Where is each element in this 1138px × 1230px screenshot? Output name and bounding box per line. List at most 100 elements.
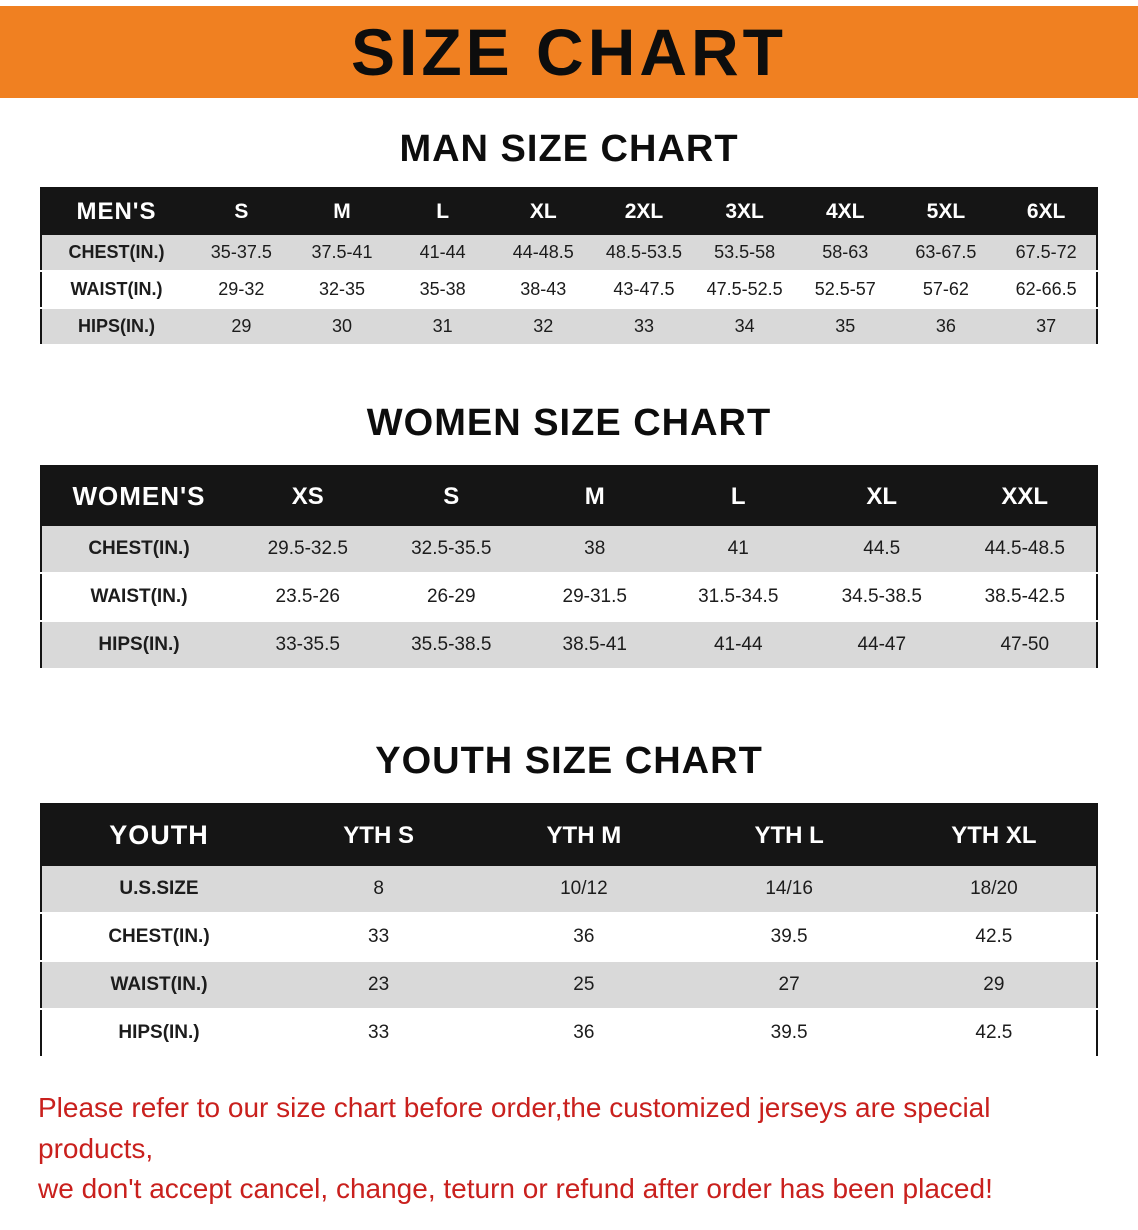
value-cell: 29.5-32.5: [236, 526, 380, 574]
size-header-cell: XS: [236, 466, 380, 526]
size-header-cell: 6XL: [996, 188, 1097, 235]
men-size-table: MEN'S S M L XL 2XL 3XL 4XL 5XL 6XL CHEST(IN.) 35-37…: [40, 187, 1098, 346]
row-label-cell: CHEST(IN.): [41, 913, 276, 962]
value-cell: 38: [523, 526, 667, 574]
value-cell: 18/20: [891, 866, 1097, 914]
table-row: CHEST(IN.) 29.5-32.5 32.5-35.5 38 41 44.5 44.5…: [41, 526, 1097, 574]
size-header-cell: S: [379, 466, 523, 526]
row-label-cell: CHEST(IN.): [41, 235, 191, 272]
row-label-cell: WAIST(IN.): [41, 961, 276, 1010]
value-cell: 32-35: [291, 271, 393, 309]
row-label-cell: WAIST(IN.): [41, 271, 191, 309]
size-header-cell: M: [523, 466, 667, 526]
table-row: CHEST(IN.) 35-37.5 37.5-41 41-44 44-48.5 48.5…: [41, 235, 1097, 272]
size-header-cell: 4XL: [794, 188, 896, 235]
value-cell: 42.5: [891, 913, 1097, 962]
table-header-row: YOUTH YTH S YTH M YTH L YTH XL: [41, 804, 1097, 866]
row-label-cell: WAIST(IN.): [41, 573, 236, 622]
value-cell: 35-38: [392, 271, 493, 309]
value-cell: 36: [895, 308, 997, 346]
value-cell: 41: [666, 526, 810, 574]
value-cell: 48.5-53.5: [593, 235, 695, 272]
value-cell: 26-29: [379, 573, 523, 622]
table-row: HIPS(IN.) 29 30 31 32 33 34 35 36 37: [41, 308, 1097, 346]
page-title: SIZE CHART: [351, 15, 787, 89]
size-table: YOUTH YTH S YTH M YTH L YTH XL U.S.SIZE 8 10/12…: [40, 803, 1098, 1058]
value-cell: 23.5-26: [236, 573, 380, 622]
value-cell: 53.5-58: [694, 235, 795, 272]
value-cell: 37: [996, 308, 1097, 346]
size-header-cell: YTH M: [481, 804, 687, 866]
table-row: U.S.SIZE 8 10/12 14/16 18/20: [41, 866, 1097, 914]
value-cell: 39.5: [686, 1009, 892, 1058]
women-size-table: WOMEN'S XS S M L XL XXL CHEST(IN.) 29.5-32.5 32.5…: [40, 465, 1098, 670]
table-row: CHEST(IN.) 33 36 39.5 42.5: [41, 913, 1097, 962]
youth-section-heading: YOUTH SIZE CHART: [375, 740, 763, 782]
value-cell: 52.5-57: [794, 271, 896, 309]
value-cell: 35.5-38.5: [379, 621, 523, 670]
value-cell: 8: [276, 866, 482, 914]
value-cell: 36: [481, 1009, 687, 1058]
disclaimer-line-1: Please refer to our size chart before or…: [38, 1092, 991, 1164]
value-cell: 42.5: [891, 1009, 1097, 1058]
size-header-cell: 3XL: [694, 188, 795, 235]
value-cell: 58-63: [794, 235, 896, 272]
table-title-cell: MEN'S: [41, 188, 191, 235]
size-header-cell: L: [392, 188, 493, 235]
value-cell: 57-62: [895, 271, 997, 309]
women-section-heading: WOMEN SIZE CHART: [366, 402, 772, 444]
value-cell: 35-37.5: [191, 235, 292, 272]
value-cell: 33: [276, 913, 482, 962]
size-header-cell: 5XL: [895, 188, 997, 235]
value-cell: 29: [891, 961, 1097, 1010]
size-header-cell: 2XL: [593, 188, 695, 235]
table-row: WAIST(IN.) 29-32 32-35 35-38 38-43 43-47.5 47.…: [41, 271, 1097, 309]
row-label-cell: CHEST(IN.): [41, 526, 236, 574]
value-cell: 67.5-72: [996, 235, 1097, 272]
value-cell: 44-47: [810, 621, 954, 670]
value-cell: 33: [593, 308, 695, 346]
table-header-row: WOMEN'S XS S M L XL XXL: [41, 466, 1097, 526]
value-cell: 31: [392, 308, 493, 346]
value-cell: 33-35.5: [236, 621, 380, 670]
value-cell: 38.5-41: [523, 621, 667, 670]
size-header-cell: YTH S: [276, 804, 482, 866]
size-header-cell: YTH L: [686, 804, 892, 866]
row-label-cell: HIPS(IN.): [41, 1009, 276, 1058]
value-cell: 62-66.5: [996, 271, 1097, 309]
value-cell: 14/16: [686, 866, 892, 914]
value-cell: 25: [481, 961, 687, 1010]
size-header-cell: S: [191, 188, 292, 235]
value-cell: 63-67.5: [895, 235, 997, 272]
value-cell: 36: [481, 913, 687, 962]
value-cell: 29-31.5: [523, 573, 667, 622]
table-title-cell: YOUTH: [41, 804, 276, 866]
table-row: HIPS(IN.) 33-35.5 35.5-38.5 38.5-41 41-44 44-…: [41, 621, 1097, 670]
value-cell: 44.5: [810, 526, 954, 574]
value-cell: 38-43: [492, 271, 594, 309]
value-cell: 39.5: [686, 913, 892, 962]
size-header-cell: L: [666, 466, 810, 526]
value-cell: 44-48.5: [492, 235, 594, 272]
value-cell: 29-32: [191, 271, 292, 309]
value-cell: 33: [276, 1009, 482, 1058]
table-header-row: MEN'S S M L XL 2XL 3XL 4XL 5XL 6XL: [41, 188, 1097, 235]
section-men: MAN SIZE CHART MEN'S S M L XL 2XL 3XL 4XL 5XL 6XL…: [0, 128, 1138, 346]
banner: SIZE CHART: [0, 6, 1138, 98]
value-cell: 27: [686, 961, 892, 1010]
value-cell: 32: [492, 308, 594, 346]
disclaimer-line-2: we don't accept cancel, change, teturn o…: [38, 1173, 993, 1205]
size-table: MEN'S S M L XL 2XL 3XL 4XL 5XL 6XL CHEST(IN.) 35-37…: [40, 187, 1098, 346]
table-row: HIPS(IN.) 33 36 39.5 42.5: [41, 1009, 1097, 1058]
size-header-cell: XL: [492, 188, 594, 235]
value-cell: 32.5-35.5: [379, 526, 523, 574]
value-cell: 29: [191, 308, 292, 346]
table-row: WAIST(IN.) 23 25 27 29: [41, 961, 1097, 1010]
section-women: WOMEN SIZE CHART WOMEN'S XS S M L XL XXL CHEST(…: [0, 402, 1138, 670]
value-cell: 34: [694, 308, 795, 346]
value-cell: 41-44: [666, 621, 810, 670]
youth-size-table: YOUTH YTH S YTH M YTH L YTH XL U.S.SIZE 8 10/12…: [40, 803, 1098, 1058]
value-cell: 23: [276, 961, 482, 1010]
value-cell: 31.5-34.5: [666, 573, 810, 622]
